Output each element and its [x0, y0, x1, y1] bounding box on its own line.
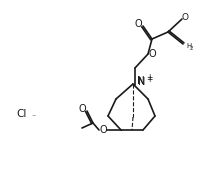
Text: O: O [148, 49, 156, 59]
Text: O: O [78, 104, 86, 114]
Text: N: N [138, 77, 146, 87]
Text: N: N [137, 76, 145, 86]
Text: +: + [146, 74, 152, 84]
Text: H: H [186, 43, 192, 49]
Text: O: O [181, 13, 189, 21]
Text: O: O [134, 19, 142, 29]
Text: O: O [99, 125, 107, 135]
Text: ⁻: ⁻ [32, 112, 36, 122]
Text: Cl: Cl [17, 109, 27, 119]
Text: 2: 2 [189, 46, 193, 52]
Text: +: + [146, 74, 152, 82]
